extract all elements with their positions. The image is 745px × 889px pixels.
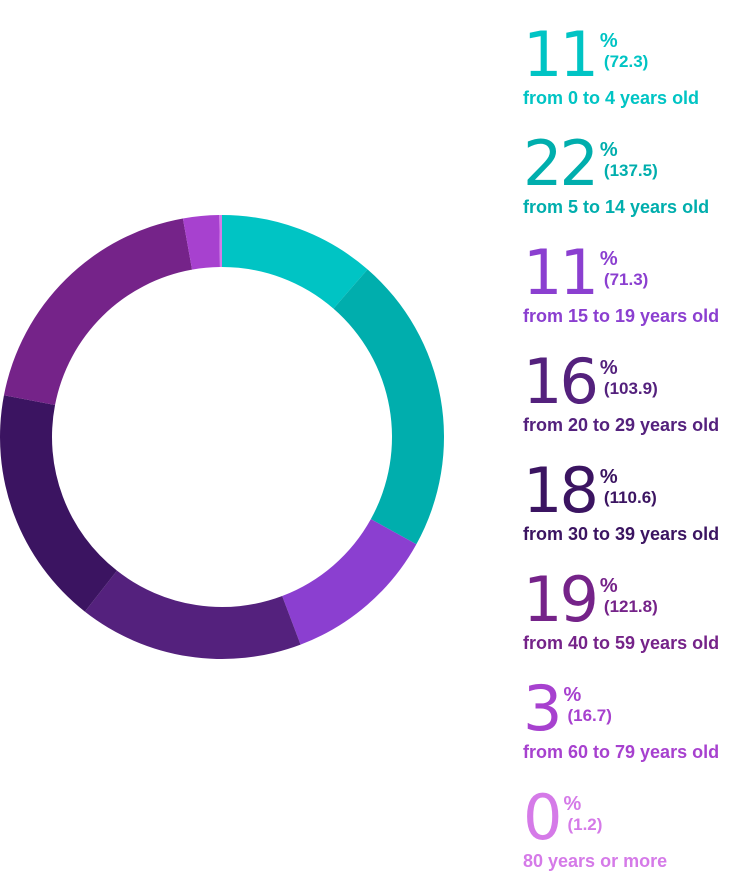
percent-symbol: % — [563, 793, 582, 815]
absolute-value: (137.5) — [603, 161, 658, 180]
percent-value: 11 — [523, 18, 599, 91]
donut-segment-6 — [3, 218, 193, 406]
donut-segment-2 — [333, 269, 445, 545]
donut-segment-3 — [282, 519, 417, 645]
absolute-value: (16.7) — [567, 706, 612, 725]
donut-segment-4 — [84, 570, 301, 659]
legend-entry-5-14: 22 % (137.5) from 5 to 14 years old — [523, 127, 745, 235]
absolute-value: (110.6) — [603, 488, 657, 507]
age-group-label: from 15 to 19 years old — [523, 306, 720, 326]
age-group-label: from 40 to 59 years old — [523, 633, 720, 653]
percent-value: 0 — [523, 781, 562, 854]
age-group-label: from 0 to 4 years old — [523, 88, 700, 108]
donut-segment-5 — [0, 395, 117, 612]
percent-value: 3 — [523, 672, 562, 745]
legend-entry-80-plus: 0 % (1.2) 80 years or more — [523, 781, 745, 889]
percent-value: 19 — [523, 563, 599, 636]
absolute-value: (71.3) — [603, 270, 649, 289]
percent-symbol: % — [599, 466, 618, 488]
percent-value: 22 — [523, 127, 599, 200]
legend-entry-30-39: 18 % (110.6) from 30 to 39 years old — [523, 454, 745, 562]
age-group-label: from 5 to 14 years old — [523, 197, 710, 217]
legend-entry-0-4: 11 % (72.3) from 0 to 4 years old — [523, 18, 745, 126]
legend-entry-60-79: 3 % (16.7) from 60 to 79 years old — [523, 672, 745, 780]
absolute-value: (103.9) — [603, 379, 658, 398]
legend-entry-20-29: 16 % (103.9) from 20 to 29 years old — [523, 345, 745, 453]
percent-value: 16 — [523, 345, 599, 418]
donut-chart — [0, 215, 445, 659]
percent-value: 18 — [523, 454, 599, 527]
absolute-value: (72.3) — [603, 52, 649, 71]
donut-segment-7 — [182, 215, 220, 270]
absolute-value: (121.8) — [603, 597, 658, 616]
age-group-label: from 30 to 39 years old — [523, 524, 720, 544]
donut-segment-1 — [222, 215, 368, 309]
percent-symbol: % — [599, 139, 618, 161]
age-group-label: from 60 to 79 years old — [523, 742, 720, 762]
age-group-label: from 20 to 29 years old — [523, 415, 720, 435]
percent-symbol: % — [599, 30, 618, 52]
percent-symbol: % — [599, 248, 618, 270]
percent-symbol: % — [563, 684, 582, 706]
donut-segment-8 — [219, 215, 222, 268]
percent-symbol: % — [599, 357, 618, 379]
legend-entry-15-19: 11 % (71.3) from 15 to 19 years old — [523, 236, 745, 344]
age-group-label: 80 years or more — [523, 851, 668, 871]
percent-value: 11 — [523, 236, 599, 309]
percent-symbol: % — [599, 575, 618, 597]
absolute-value: (1.2) — [567, 815, 603, 834]
legend-entry-40-59: 19 % (121.8) from 40 to 59 years old — [523, 563, 745, 671]
